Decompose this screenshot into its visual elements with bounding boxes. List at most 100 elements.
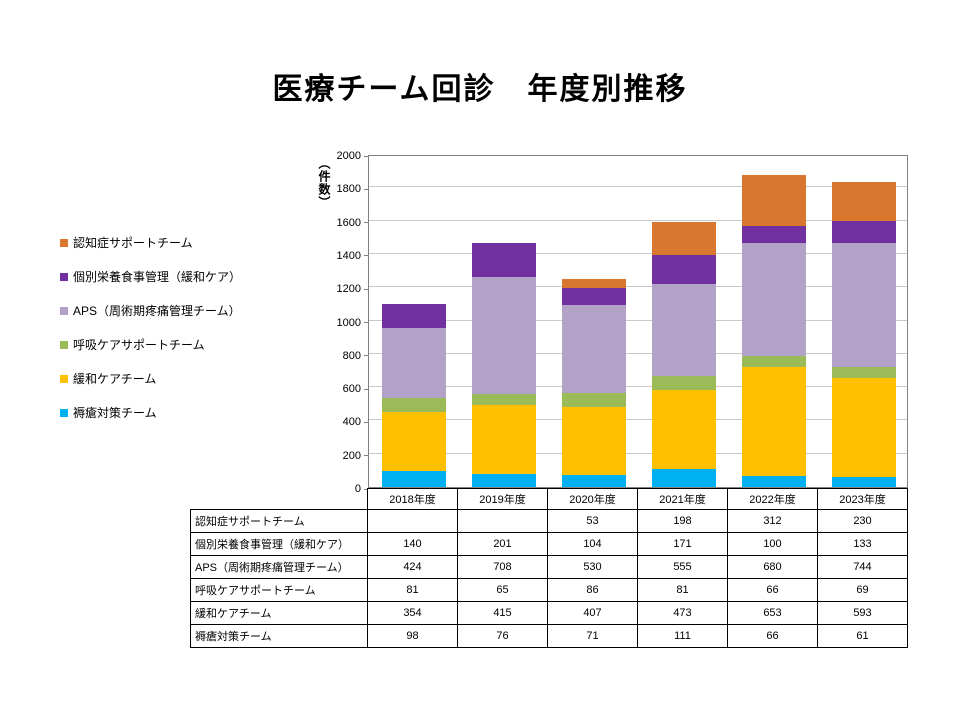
legend-item: 緩和ケアチーム xyxy=(60,370,241,387)
y-axis-tick-label: 2000 xyxy=(336,150,361,162)
bar-segment xyxy=(382,411,446,471)
y-axis-tick-label: 200 xyxy=(342,449,361,462)
bar-segment xyxy=(742,174,806,227)
table-value-cell: 593 xyxy=(818,602,908,625)
table-header-cell: 2018年度 xyxy=(368,488,458,510)
table-value-cell: 104 xyxy=(548,533,638,556)
legend-item: APS（周術期疼痛管理チーム） xyxy=(60,302,241,319)
table-row-label: 褥瘡対策チーム xyxy=(190,625,368,648)
legend-swatch-icon xyxy=(60,374,68,383)
y-axis-tick-mark xyxy=(364,488,369,490)
plot-area: 0 200 400 600 800 1000 1200 1400 1600 1800 2000 xyxy=(337,150,908,495)
bar-segment xyxy=(472,243,536,277)
y-axis-tick-label: 1800 xyxy=(336,183,361,196)
table-value-cell: 98 xyxy=(368,625,458,648)
bar-segment xyxy=(832,182,896,221)
y-axis-tick-mark xyxy=(364,388,369,390)
gridline xyxy=(369,252,907,254)
gridline xyxy=(369,352,907,354)
bar-segment xyxy=(562,475,626,487)
table-header-cell: 2020年度 xyxy=(548,488,638,510)
table-value-cell: 653 xyxy=(728,602,818,625)
table-value-cell: 312 xyxy=(728,510,818,533)
legend-label: 褥瘡対策チーム xyxy=(73,406,157,420)
table-value-cell: 76 xyxy=(458,625,548,648)
table-value-cell: 201 xyxy=(458,533,548,556)
table-row-label: 呼吸ケアサポートチーム xyxy=(190,579,368,602)
data-table: 2018年度 2019年度 2020年度 2021年度 2022年度 2023年度 認知症サ… xyxy=(190,488,908,648)
table-value-cell: 111 xyxy=(638,625,728,648)
legend-swatch-icon xyxy=(60,340,68,349)
gridline xyxy=(369,452,907,454)
bar-segment xyxy=(472,276,536,395)
legend-item: 呼吸ケアサポートチーム xyxy=(60,336,241,353)
y-axis-tick-label: 800 xyxy=(342,349,361,362)
table-value-cell: 81 xyxy=(638,579,728,602)
table-value-cell: 53 xyxy=(548,510,638,533)
table-value-cell: 66 xyxy=(728,625,818,648)
table-value-cell: 680 xyxy=(728,556,818,579)
table-value-cell: 66 xyxy=(728,579,818,602)
y-axis-tick-mark xyxy=(364,288,369,290)
page-title: 医療チーム回診 年度別推移 xyxy=(272,73,688,106)
table-value-cell: 555 xyxy=(638,556,728,579)
y-axis-tick-mark xyxy=(364,355,369,357)
bar-segment xyxy=(832,366,896,379)
table-row-label: APS（周術期疼痛管理チーム） xyxy=(190,556,368,579)
table-value-cell: 424 xyxy=(368,556,458,579)
bar-segment xyxy=(652,255,716,284)
legend-item: 褥瘡対策チーム xyxy=(60,404,241,421)
bar-segment xyxy=(652,389,716,469)
table-value-cell: 198 xyxy=(638,510,728,533)
table-value-cell: 65 xyxy=(458,579,548,602)
table-header-cell: 2019年度 xyxy=(458,488,548,510)
table-value-cell: 230 xyxy=(818,510,908,533)
table-value-cell: 86 xyxy=(548,579,638,602)
table-value-cell: 407 xyxy=(548,602,638,625)
legend: 認知症サポートチーム個別栄養食事管理（緩和ケア） APS（周術期疼痛管理チーム） 呼… xyxy=(60,234,241,421)
y-axis-tick-mark xyxy=(364,155,369,157)
bar-segment xyxy=(382,327,446,399)
table-value-cell: 100 xyxy=(728,533,818,556)
bar-segment xyxy=(742,367,806,477)
bar-segment xyxy=(832,378,896,477)
bar-segment xyxy=(832,476,896,487)
table-value-cell: 71 xyxy=(548,625,638,648)
table-value-cell: 133 xyxy=(818,533,908,556)
legend-label: APS（周術期疼痛管理チーム） xyxy=(73,304,241,318)
bar-segment xyxy=(382,398,446,412)
bar-segment xyxy=(562,393,626,408)
table-value-cell: 473 xyxy=(638,602,728,625)
legend-swatch-icon xyxy=(60,306,68,315)
bar-segment xyxy=(562,278,626,288)
table-header-cell: 2021年度 xyxy=(638,488,728,510)
bar-segment xyxy=(652,283,716,377)
bar-segment xyxy=(382,304,446,328)
table-value-cell: 415 xyxy=(458,602,548,625)
bar-segment xyxy=(562,407,626,476)
legend-label: 緩和ケアチーム xyxy=(73,372,157,386)
table-value-cell: 140 xyxy=(368,533,458,556)
y-axis-tick-label: 0 xyxy=(354,483,361,495)
bar-segment xyxy=(472,394,536,406)
table-value-cell: 744 xyxy=(818,556,908,579)
y-axis-tick-label: 400 xyxy=(342,416,361,429)
legend-label: 個別栄養食事管理（緩和ケア） xyxy=(73,270,242,284)
bar-segment xyxy=(652,222,716,256)
table-value-cell: 81 xyxy=(368,579,458,602)
bar-segment xyxy=(742,356,806,368)
legend-item: 認知症サポートチーム xyxy=(60,234,241,251)
y-axis-tick-label: 1600 xyxy=(336,216,361,229)
table-value-cell: 708 xyxy=(458,556,548,579)
y-axis-tick-label: 1400 xyxy=(336,249,361,262)
bar-segment xyxy=(472,405,536,475)
legend-label: 呼吸ケアサポートチーム xyxy=(73,338,205,352)
y-axis-tick-mark xyxy=(364,421,369,423)
table-header-cell: 2022年度 xyxy=(728,488,818,510)
bar-segment xyxy=(832,220,896,243)
y-axis-tick-mark xyxy=(364,188,369,190)
y-axis-tick-mark xyxy=(364,322,369,323)
table-value-cell: 69 xyxy=(818,579,908,602)
table-corner-cell xyxy=(190,488,368,510)
